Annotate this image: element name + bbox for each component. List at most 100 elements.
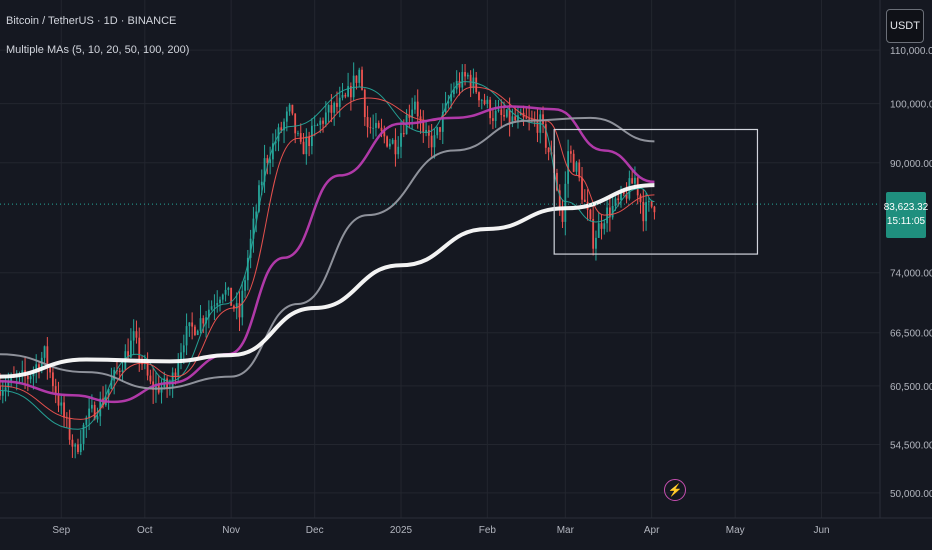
last-price-value: 83,623.32 — [883, 202, 929, 214]
candle-body — [238, 303, 241, 318]
candle-body — [57, 394, 60, 406]
candle-body — [272, 143, 274, 160]
candle-body — [558, 190, 561, 207]
candle-body — [394, 139, 397, 155]
candle-body — [583, 199, 586, 202]
candle-body — [88, 408, 91, 418]
candle-body — [366, 117, 369, 128]
candle-body — [258, 185, 260, 212]
candle-body — [400, 133, 402, 147]
candle-body — [207, 309, 210, 318]
candle-body — [358, 69, 361, 83]
candle-body — [414, 101, 416, 110]
candle-body — [377, 122, 380, 128]
candle-body — [617, 198, 620, 200]
candle-body — [299, 133, 302, 142]
candle-body — [486, 99, 489, 104]
candle-body — [494, 110, 497, 121]
time-axis[interactable]: Sep Oct Nov Dec 2025 Feb Mar Apr May Jun — [0, 517, 932, 536]
candle-body — [327, 105, 330, 113]
candle-body — [313, 125, 316, 127]
price-axis[interactable]: 110,000.00 100,000.00 90,000.00 74,000.00 66… — [879, 0, 932, 518]
candle-body — [427, 129, 430, 136]
candle-body — [383, 131, 386, 137]
candle-body — [160, 386, 163, 393]
candle-body — [221, 294, 224, 300]
lightning-icon[interactable]: ⚡ — [664, 479, 686, 501]
candle-body — [1, 390, 4, 396]
candle-body — [263, 158, 266, 182]
candle-body — [138, 337, 141, 360]
y-tick-label: 100,000.00 — [890, 100, 932, 111]
candle-body — [216, 303, 219, 306]
candle-body — [634, 177, 636, 184]
x-tick-label: Sep — [52, 525, 70, 536]
currency-button[interactable]: USDT — [886, 9, 924, 43]
chart-grid — [0, 0, 880, 518]
candle-body — [408, 115, 411, 118]
candle-body — [355, 75, 358, 83]
candle-body — [441, 111, 444, 132]
candle-body — [369, 127, 372, 129]
y-tick-label: 60,500.00 — [890, 382, 932, 393]
candle-body — [319, 120, 322, 125]
candle-body — [589, 209, 592, 219]
candle-body — [177, 363, 180, 377]
candle-body — [478, 92, 480, 101]
candle-body — [544, 124, 547, 148]
candle-body — [439, 127, 441, 132]
candle-body — [453, 89, 455, 95]
candle-body — [500, 109, 503, 116]
candle-body — [63, 402, 65, 418]
candle-body — [430, 135, 433, 148]
candle-body — [266, 158, 269, 163]
symbol-title[interactable]: Bitcoin / TetherUS · 1D · BINANCE — [6, 15, 177, 27]
moving-average-lines — [0, 81, 655, 430]
candle-body — [324, 112, 327, 124]
candle-body — [205, 317, 207, 324]
candle-body — [107, 389, 110, 397]
candle-body — [614, 198, 617, 206]
candle-body — [149, 375, 152, 382]
candle-body — [96, 416, 99, 420]
candle-body — [210, 306, 213, 310]
candle-body — [283, 121, 285, 131]
candle-body — [174, 372, 177, 377]
candle-body — [305, 136, 308, 155]
candle-body — [645, 202, 647, 222]
candle-body — [71, 439, 74, 447]
indicator-legend[interactable]: Multiple MAs (5, 10, 20, 50, 100, 200) — [6, 44, 190, 56]
x-tick-label: Dec — [306, 525, 324, 536]
candle-body — [202, 318, 205, 324]
candle-body — [244, 280, 246, 291]
candle-body — [611, 205, 614, 218]
candle-body — [447, 101, 450, 104]
candle-body — [450, 94, 453, 102]
candle-body — [129, 340, 132, 358]
candle-body — [60, 402, 63, 406]
y-tick-label: 74,000.00 — [890, 269, 932, 280]
candle-body — [29, 376, 32, 380]
candle-body — [475, 77, 478, 93]
candle-body — [21, 370, 24, 374]
ma-line-ma100 — [0, 116, 655, 390]
candle-body — [121, 369, 124, 373]
candle-body — [572, 153, 575, 172]
x-tick-label: Apr — [644, 525, 660, 536]
candle-body — [514, 116, 517, 121]
candle-body — [425, 129, 427, 133]
candlesticks — [0, 62, 656, 459]
ma-line-ma10 — [0, 86, 655, 420]
candle-body — [352, 75, 355, 98]
x-tick-label: Feb — [479, 525, 497, 536]
candle-body — [464, 72, 466, 77]
candle-body — [650, 201, 653, 207]
annotation-layer[interactable] — [0, 128, 880, 255]
candle-body — [316, 124, 319, 126]
candle-body — [647, 201, 650, 203]
candle-body — [519, 112, 522, 116]
candle-body — [466, 74, 469, 77]
candle-body — [388, 143, 391, 147]
